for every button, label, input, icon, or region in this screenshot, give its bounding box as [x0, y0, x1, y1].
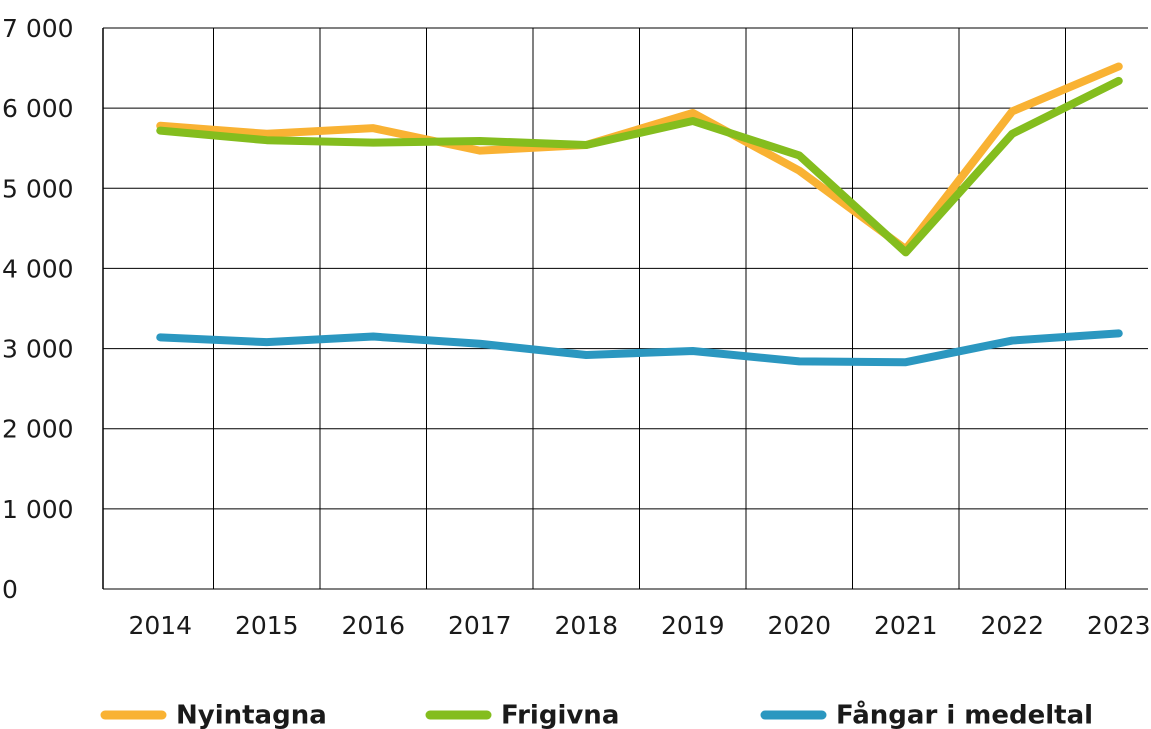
- legend-label: Nyintagna: [176, 701, 327, 729]
- x-tick-label: 2016: [341, 611, 405, 640]
- y-tick-label: 2 000: [2, 415, 74, 444]
- x-tick-label: 2017: [448, 611, 512, 640]
- series-line: [156, 329, 1123, 367]
- x-tick-label: 2023: [1087, 611, 1151, 640]
- x-tick-label: 2021: [874, 611, 938, 640]
- y-tick-label: 0: [2, 575, 18, 604]
- x-tick-label: 2022: [980, 611, 1044, 640]
- x-tick-label: 2014: [128, 611, 192, 640]
- legend-label: Frigivna: [501, 701, 619, 729]
- y-tick-label: 6 000: [2, 94, 74, 123]
- series-line: [156, 76, 1123, 257]
- x-tick-label: 2019: [661, 611, 725, 640]
- y-tick-label: 1 000: [2, 495, 74, 524]
- y-tick-label: 5 000: [2, 174, 74, 203]
- y-tick-label: 3 000: [2, 335, 74, 364]
- x-tick-label: 2018: [554, 611, 618, 640]
- x-tick-label: 2015: [235, 611, 299, 640]
- x-tick-label: 2020: [767, 611, 831, 640]
- y-tick-label: 4 000: [2, 254, 74, 283]
- legend-label: Fångar i medeltal: [836, 699, 1093, 729]
- y-tick-label: 7 000: [2, 14, 74, 43]
